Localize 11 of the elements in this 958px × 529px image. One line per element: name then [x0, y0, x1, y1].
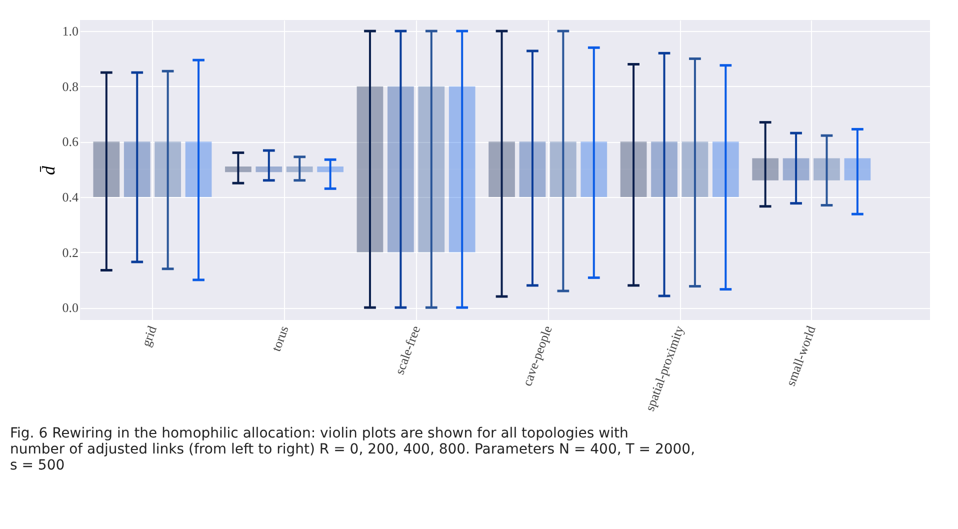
x-tick-label: torus [268, 324, 292, 354]
y-tick-label: 0.6 [62, 134, 79, 150]
y-tick-label: 1.0 [62, 24, 78, 39]
y-tick-label: 0.8 [62, 78, 78, 94]
y-tick-label: 0.0 [62, 300, 78, 316]
y-tick-label: 0.2 [62, 244, 78, 260]
y-axis-title: d̄ [38, 165, 58, 175]
x-tick-label: scale-free [392, 324, 424, 376]
y-tick-label: 0.4 [62, 189, 79, 204]
caption: Fig. 6 Rewiring in the homophilic allocation: violin plots are shown for all topologies with number of adjusted links (from left to right) R = 0, 200, 400, 800. Parameters N = 400, T = 2000, s = 500 [10, 426, 696, 474]
x-tick-label: grid [138, 323, 160, 349]
